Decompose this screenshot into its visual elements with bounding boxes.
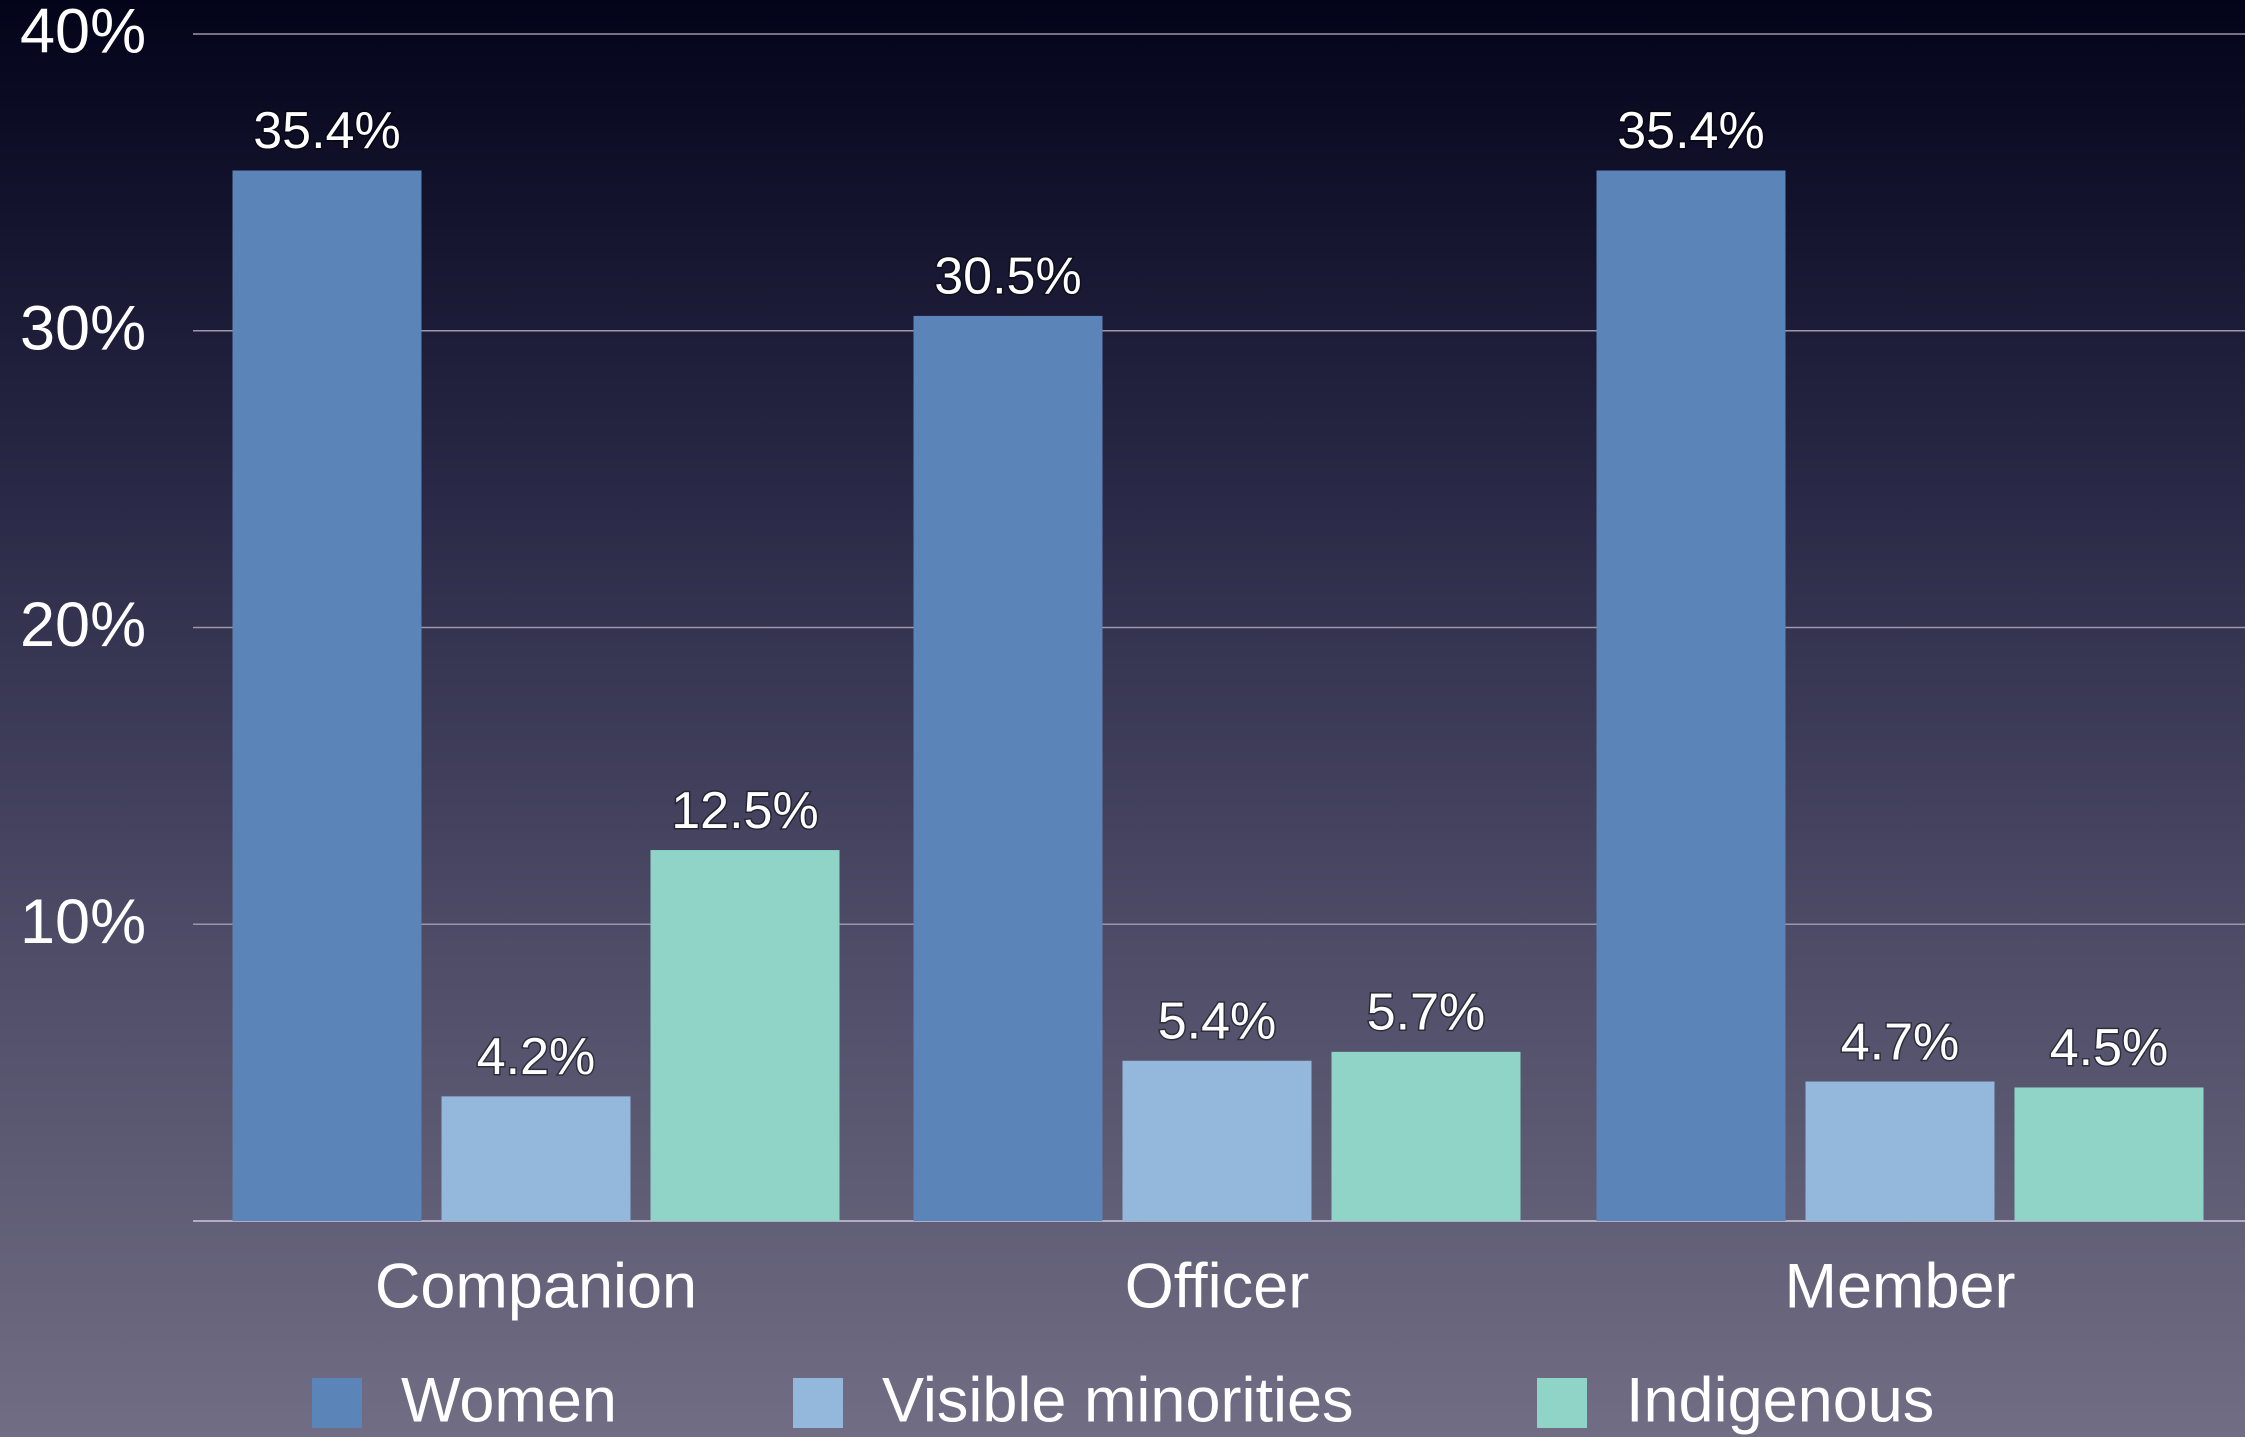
legend-swatch	[312, 1378, 362, 1428]
bar	[650, 850, 840, 1221]
bar	[232, 170, 422, 1221]
bar	[2014, 1087, 2204, 1221]
value-label: 12.5%	[671, 782, 818, 840]
y-tick-label: 20%	[20, 590, 146, 660]
bar	[441, 1096, 631, 1221]
value-label: 4.7%	[1841, 1013, 1960, 1071]
value-label: 30.5%	[934, 248, 1081, 306]
legend-swatch	[1537, 1378, 1587, 1428]
x-tick-label: Officer	[1125, 1252, 1309, 1322]
bar	[1805, 1081, 1995, 1221]
value-label: 5.4%	[1158, 992, 1277, 1050]
y-tick-label: 40%	[20, 0, 146, 67]
x-tick-label: Member	[1784, 1252, 2015, 1322]
legend-label: Visible minorities	[882, 1366, 1354, 1436]
y-tick-label: 10%	[20, 887, 146, 957]
value-label: 4.5%	[2050, 1019, 2169, 1077]
value-label: 35.4%	[1617, 102, 1764, 160]
y-tick-label: 30%	[20, 293, 146, 363]
bar	[1122, 1060, 1312, 1221]
legend-label: Indigenous	[1626, 1366, 1934, 1436]
value-label: 5.7%	[1367, 984, 1486, 1042]
legend-label: Women	[401, 1366, 617, 1436]
bar	[913, 315, 1103, 1222]
bar	[1596, 170, 1786, 1221]
bar	[1331, 1051, 1521, 1221]
legend-swatch	[793, 1378, 843, 1428]
value-label: 4.2%	[477, 1028, 596, 1086]
x-tick-label: Companion	[375, 1252, 697, 1322]
value-label: 35.4%	[253, 102, 400, 160]
